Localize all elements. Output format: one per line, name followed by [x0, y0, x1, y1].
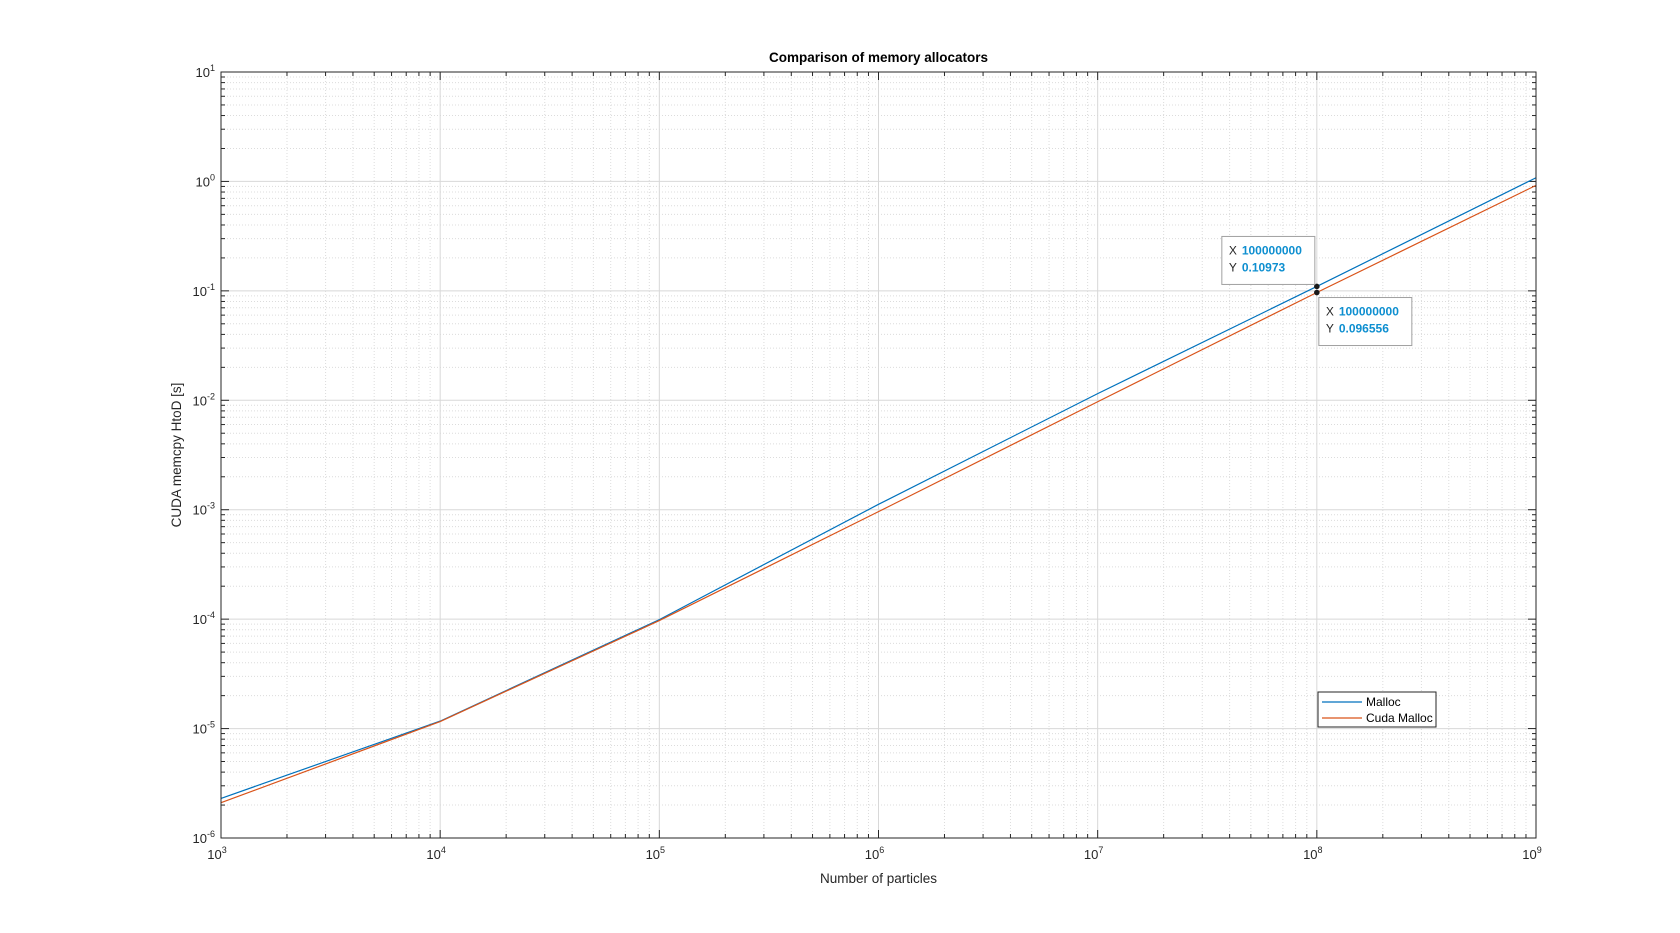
- datatip-value: 0.096556: [1339, 322, 1389, 336]
- chart-title: Comparison of memory allocators: [769, 50, 988, 65]
- x-tick-label: 104: [426, 845, 445, 862]
- datatip-value: 0.10973: [1242, 260, 1286, 274]
- y-tick-exponent: -5: [207, 720, 215, 730]
- x-tick-exponent: 9: [1537, 845, 1542, 855]
- y-tick-exponent: -3: [207, 501, 215, 511]
- datatip-marker: [1314, 289, 1320, 296]
- datatip-axis-label: Y: [1326, 322, 1334, 336]
- y-tick-exponent: -6: [207, 829, 215, 839]
- y-tick-exponent: -1: [207, 282, 215, 292]
- y-tick-label: 100: [196, 172, 215, 189]
- y-tick-label: 10-4: [193, 610, 215, 627]
- y-tick-label: 10-3: [193, 501, 215, 518]
- y-tick-label: 10-5: [193, 720, 215, 737]
- x-tick-labels: 103 104 105 106 107 108 109: [207, 845, 1541, 862]
- x-tick-exponent: 7: [1098, 845, 1103, 855]
- x-tick-exponent: 3: [222, 845, 227, 855]
- legend-box: [1317, 691, 1437, 728]
- x-tick-exponent: 8: [1318, 845, 1323, 855]
- datatip-axis-label: Y: [1229, 260, 1237, 274]
- datatip[interactable]: X 100000000 Y 0.10973: [1221, 235, 1320, 290]
- x-tick-label: 106: [865, 845, 884, 862]
- y-tick-label: 101: [196, 63, 215, 80]
- x-tick-label: 105: [646, 845, 665, 862]
- x-axis-label: Number of particles: [820, 871, 937, 886]
- x-tick-label: 107: [1084, 845, 1103, 862]
- datatip-marker: [1314, 283, 1320, 290]
- x-tick-label: 108: [1303, 845, 1322, 862]
- datatips[interactable]: X 100000000 Y 0.10973 X 100000000 Y 0.096556: [1221, 235, 1413, 347]
- y-tick-exponent: 0: [210, 172, 215, 182]
- datatip-value: 100000000: [1339, 305, 1399, 319]
- datatip-axis-label: X: [1229, 243, 1237, 257]
- axes-box: [220, 71, 1537, 839]
- x-tick-label: 109: [1522, 845, 1541, 862]
- y-tick-label: 10-2: [193, 391, 215, 408]
- x-tick-exponent: 4: [441, 845, 446, 855]
- x-tick-label: 103: [207, 845, 226, 862]
- datatip-axis-label: X: [1326, 305, 1334, 319]
- y-tick-exponent: -2: [207, 391, 215, 401]
- legend-label: Cuda Malloc: [1366, 711, 1433, 725]
- y-tick-exponent: -4: [207, 610, 215, 620]
- datatip-box: [1318, 297, 1413, 347]
- datatip-value: 100000000: [1242, 243, 1302, 257]
- x-tick-exponent: 5: [660, 845, 665, 855]
- datatip-box: [1221, 235, 1316, 285]
- datatip[interactable]: X 100000000 Y 0.096556: [1314, 289, 1413, 347]
- x-tick-exponent: 6: [879, 845, 884, 855]
- y-tick-exponent: 1: [210, 63, 215, 73]
- major-grid: [220, 71, 1537, 839]
- plot-area[interactable]: [220, 71, 1537, 839]
- y-axis-label: CUDA memcpy HtoD [s]: [169, 383, 184, 528]
- y-tick-label: 10-6: [193, 829, 215, 846]
- legend[interactable]: Malloc Cuda Malloc: [1317, 691, 1437, 728]
- legend-label: Malloc: [1366, 695, 1401, 709]
- y-tick-label: 10-1: [193, 282, 215, 299]
